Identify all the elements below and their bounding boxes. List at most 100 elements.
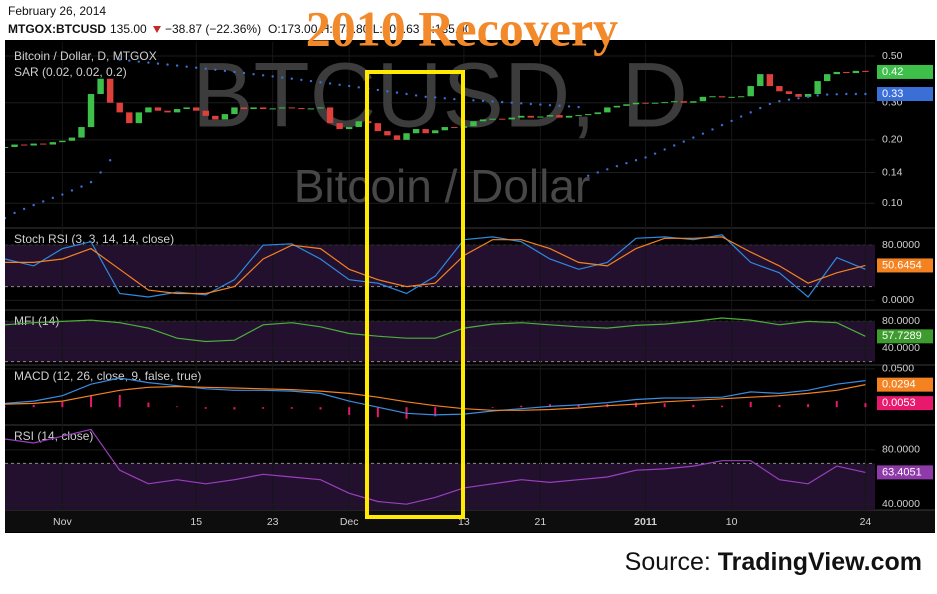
candle: [135, 112, 143, 124]
sar-dot: [663, 148, 666, 151]
histogram-bar: [749, 401, 752, 408]
indicator-line: [5, 234, 866, 298]
last-value-box: [877, 396, 933, 411]
candle: [345, 127, 353, 130]
sar-dot: [529, 102, 533, 106]
last-value-label: 0.42: [882, 66, 903, 78]
sar-dot: [328, 82, 332, 85]
sar-dot: [453, 97, 456, 101]
last-value-box: [877, 87, 933, 102]
y-tick-label: 80.0000: [882, 239, 920, 251]
candle: [40, 143, 47, 145]
sar-dot: [300, 78, 303, 82]
sar-dot: [510, 101, 513, 104]
sar-dot: [89, 180, 93, 184]
sar-dot: [797, 97, 800, 100]
y-tick-label: 0.0500: [882, 363, 914, 375]
candle: [183, 107, 190, 110]
sar-dot: [711, 128, 714, 131]
header-date: February 26, 2014: [8, 4, 106, 18]
sar-dot: [673, 144, 676, 147]
header-last: 135.00: [110, 22, 147, 36]
candle: [279, 107, 286, 109]
sar-dot: [749, 111, 752, 114]
candle: [843, 71, 850, 74]
sar-dot: [290, 77, 294, 80]
histogram-bar: [233, 407, 236, 410]
candle: [632, 102, 640, 105]
candle: [59, 140, 66, 143]
sar-dot: [787, 98, 791, 101]
header-symbol: MTGOX:BTCUSD: [8, 22, 106, 36]
sar-dot: [309, 79, 313, 83]
sar-dot: [185, 65, 188, 68]
candle: [489, 118, 496, 120]
candle: [814, 81, 821, 95]
histogram-bar: [176, 406, 179, 408]
candle: [87, 94, 95, 128]
header-change: −38.87 (−22.36%): [165, 22, 261, 36]
sar-dot: [42, 200, 45, 203]
candle: [470, 121, 477, 127]
histogram-bar: [778, 404, 781, 408]
candle: [250, 107, 257, 110]
candle: [307, 108, 315, 110]
candle: [671, 101, 678, 103]
candle: [546, 115, 554, 117]
candle: [336, 123, 343, 130]
candle: [106, 78, 114, 103]
panel-title: RSI (14, close): [14, 429, 93, 443]
candle: [412, 129, 420, 134]
panel-title: MACD (12, 26, close, 9, false, true): [14, 369, 201, 383]
candle: [68, 137, 76, 141]
plot-area: [5, 317, 866, 343]
candle: [804, 94, 812, 97]
candle: [326, 107, 334, 124]
sar-dot: [644, 156, 647, 159]
candle: [795, 94, 802, 97]
sar-dot: [242, 71, 246, 75]
candle: [116, 102, 123, 113]
indicator-line: [5, 428, 866, 505]
sar-dot: [577, 105, 580, 109]
candle: [403, 133, 410, 140]
candle: [49, 142, 57, 145]
sar-dot: [195, 66, 198, 69]
sar-dot: [816, 94, 819, 97]
sar-dot: [596, 171, 599, 174]
x-axis-background: [5, 510, 935, 532]
histogram-bar: [376, 407, 379, 418]
candle: [575, 115, 582, 117]
panel: 0.0500 MACD (12, 26, close, 9, false, tru…: [5, 363, 935, 426]
histogram-bar: [520, 405, 523, 408]
legend-entry: SAR (0.02, 0.02, 0.2): [14, 65, 127, 79]
sar-dot: [548, 104, 552, 107]
plot-area: [5, 377, 867, 419]
sar-dot: [434, 96, 437, 99]
candle: [527, 115, 535, 118]
band: [5, 245, 875, 287]
sar-dot: [720, 123, 724, 127]
watermark-subtitle: Bitcoin / Dollar: [294, 160, 591, 212]
plot-area: [5, 428, 866, 505]
source-label: Source:: [625, 548, 711, 576]
sar-dot: [338, 83, 341, 86]
candle: [823, 74, 831, 82]
candle: [11, 144, 18, 147]
sar-dot: [539, 103, 542, 106]
candle: [78, 127, 85, 138]
histogram-bar: [577, 404, 580, 408]
sar-dot: [175, 64, 179, 67]
y-tick-label: 40.0000: [882, 498, 920, 510]
histogram-bar: [290, 407, 293, 409]
y-tick-label: 0.50: [882, 50, 903, 62]
candle: [852, 70, 860, 74]
candle: [498, 118, 506, 120]
sar-dot: [32, 203, 35, 207]
sar-dot: [692, 136, 695, 139]
watermark: BTCUSD, D: [192, 44, 688, 146]
candle: [393, 135, 401, 140]
sar-dot: [51, 196, 55, 200]
candle: [508, 117, 515, 120]
